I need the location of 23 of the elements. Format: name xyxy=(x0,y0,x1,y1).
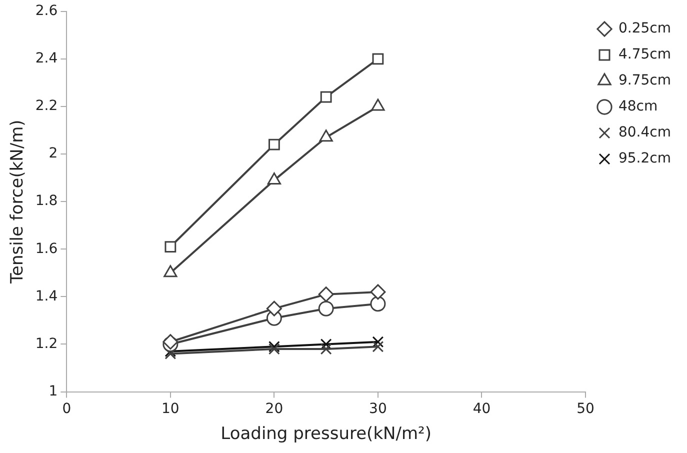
y-tick-label: 2.4 xyxy=(35,50,58,67)
y-tick-label: 1.6 xyxy=(35,240,58,257)
legend-label: 95.2cm xyxy=(618,150,672,167)
x-tick-label: 40 xyxy=(472,400,491,417)
y-tick-label: 1.2 xyxy=(35,336,58,352)
x-tick-label: 20 xyxy=(265,400,284,417)
x-tick-label: 50 xyxy=(576,400,594,417)
legend-label: 0.25cm xyxy=(618,20,672,37)
legend-label: 80.4cm xyxy=(618,124,672,141)
y-tick-label: 1.8 xyxy=(35,193,58,210)
x-tick-label: 10 xyxy=(162,400,180,417)
legend-label: 9.75cm xyxy=(618,72,672,89)
y-tick-label: 2.6 xyxy=(35,3,58,20)
legend-label: 48cm xyxy=(618,98,658,115)
x-axis-title: Loading pressure(kN/m²) xyxy=(220,424,432,444)
y-tick-label: 2 xyxy=(48,146,58,162)
legend-label: 4.75cm xyxy=(618,46,672,63)
x-tick-label: 30 xyxy=(369,400,387,417)
x-tick-label: 0 xyxy=(62,400,72,417)
y-tick-label: 1 xyxy=(48,383,58,400)
y-tick-label: 2.2 xyxy=(35,98,58,114)
y-tick-label: 1.4 xyxy=(35,288,58,304)
y-axis-title: Tensile force(kN/m) xyxy=(8,120,28,285)
